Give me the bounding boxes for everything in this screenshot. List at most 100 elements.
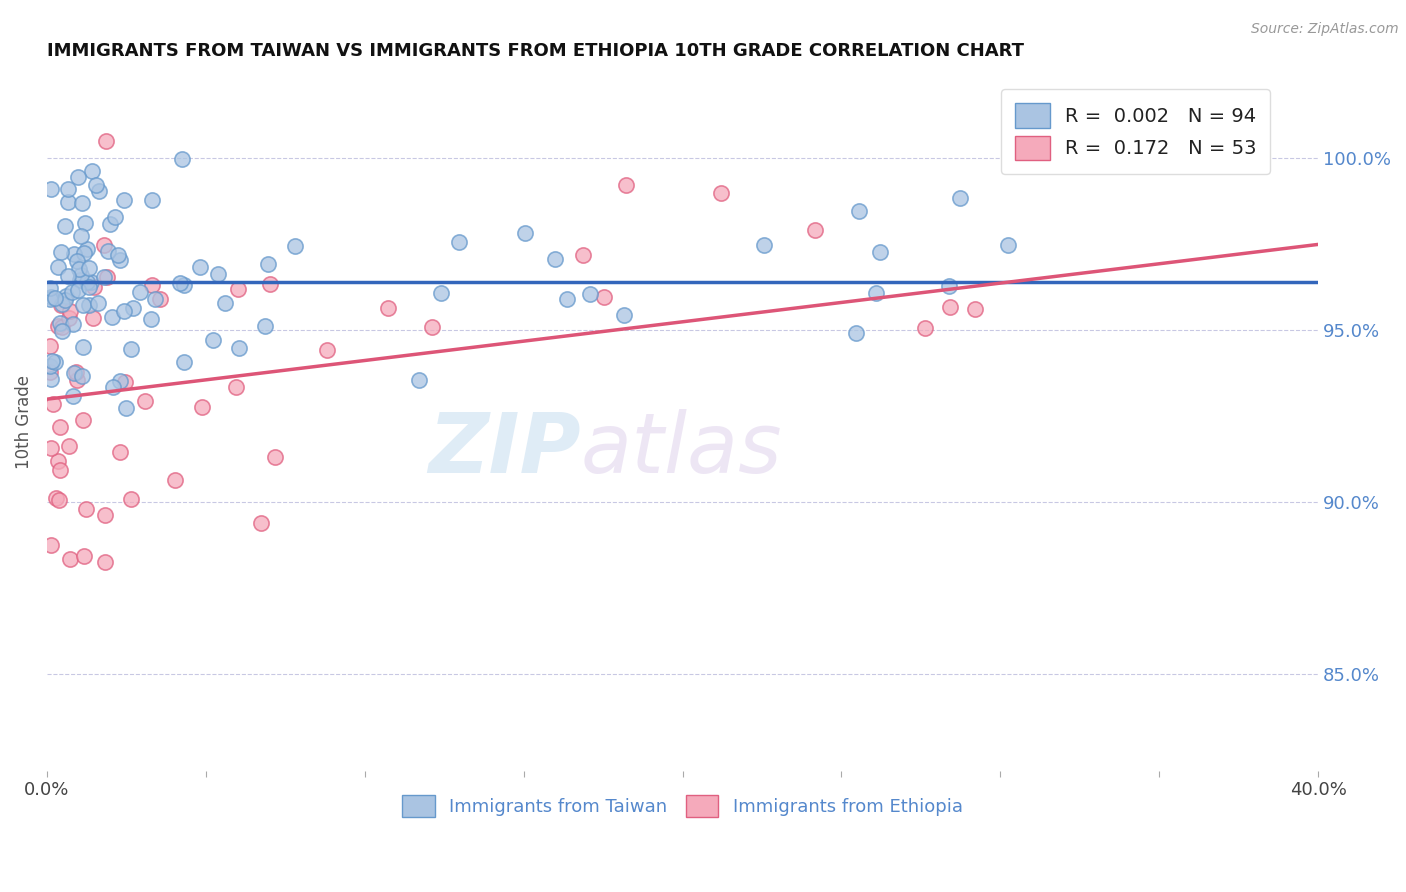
Point (263, 450, 285, 464)
Point (44, 291, 66, 305)
Point (544, 252, 567, 267)
Point (55, 288, 77, 302)
Point (76, 275, 98, 289)
Point (191, 400, 214, 414)
Point (49, 297, 72, 311)
Point (141, 277, 163, 292)
Point (848, 203, 870, 218)
Point (94, 555, 117, 569)
Point (259, 277, 281, 292)
Point (201, 333, 224, 347)
Point (41, 354, 63, 368)
Text: ZIP: ZIP (429, 409, 581, 490)
Point (284, 239, 307, 253)
Point (62, 317, 84, 331)
Point (70, 229, 93, 244)
Point (149, 292, 172, 306)
Point (79, 280, 101, 294)
Point (107, 247, 129, 261)
Point (58, 194, 80, 209)
Point (39, 293, 62, 307)
Point (408, 373, 430, 387)
Point (66, 373, 89, 387)
Point (513, 226, 536, 240)
Point (228, 341, 250, 355)
Point (173, 355, 195, 369)
Point (420, 319, 443, 334)
Point (84, 178, 107, 192)
Point (96, 269, 118, 284)
Point (112, 304, 135, 318)
Point (73, 245, 96, 260)
Point (803, 223, 825, 237)
Point (66, 254, 89, 268)
Point (257, 257, 280, 271)
Point (39, 359, 62, 374)
Point (101, 310, 124, 324)
Point (72, 196, 94, 211)
Point (173, 277, 195, 292)
Point (172, 152, 194, 166)
Point (66, 283, 89, 297)
Point (39, 441, 62, 455)
Point (120, 492, 142, 507)
Point (141, 193, 163, 207)
Point (80, 275, 103, 289)
Point (97, 244, 120, 258)
Point (939, 300, 962, 314)
Point (965, 302, 987, 317)
Point (39, 290, 62, 304)
Point (254, 318, 277, 333)
Point (938, 279, 960, 293)
Point (108, 445, 131, 459)
Point (377, 301, 399, 315)
Point (51, 324, 73, 338)
Point (914, 321, 936, 335)
Legend: Immigrants from Taiwan, Immigrants from Ethiopia: Immigrants from Taiwan, Immigrants from … (395, 788, 970, 824)
Point (572, 248, 595, 262)
Point (845, 326, 868, 340)
Point (41, 182, 63, 196)
Point (112, 193, 135, 207)
Point (39, 281, 62, 295)
Point (46, 260, 69, 275)
Point (39, 339, 62, 353)
Point (82, 311, 104, 326)
Point (44, 355, 66, 369)
Point (139, 311, 162, 326)
Point (75, 501, 97, 516)
Point (214, 295, 236, 310)
Point (865, 286, 887, 301)
Point (115, 401, 138, 416)
Point (62, 366, 84, 380)
Text: Source: ZipAtlas.com: Source: ZipAtlas.com (1251, 22, 1399, 37)
Point (56, 182, 79, 196)
Point (67, 169, 90, 184)
Point (59, 552, 82, 566)
Point (62, 389, 84, 403)
Point (108, 375, 131, 389)
Point (45, 491, 67, 506)
Point (49, 244, 72, 259)
Point (82, 163, 104, 178)
Point (51, 296, 73, 310)
Point (73, 549, 96, 563)
Point (110, 252, 132, 267)
Point (72, 340, 94, 354)
Point (579, 287, 602, 301)
Point (39, 538, 62, 552)
Point (39, 365, 62, 379)
Point (315, 343, 337, 357)
Point (65, 365, 87, 379)
Point (51, 320, 73, 334)
Point (997, 238, 1019, 252)
Point (430, 285, 453, 300)
Point (869, 245, 891, 260)
Point (70, 268, 93, 283)
Point (592, 290, 614, 304)
Point (53, 219, 76, 234)
Point (69, 273, 91, 287)
Point (48, 419, 70, 434)
Point (56, 269, 79, 284)
Point (226, 282, 249, 296)
